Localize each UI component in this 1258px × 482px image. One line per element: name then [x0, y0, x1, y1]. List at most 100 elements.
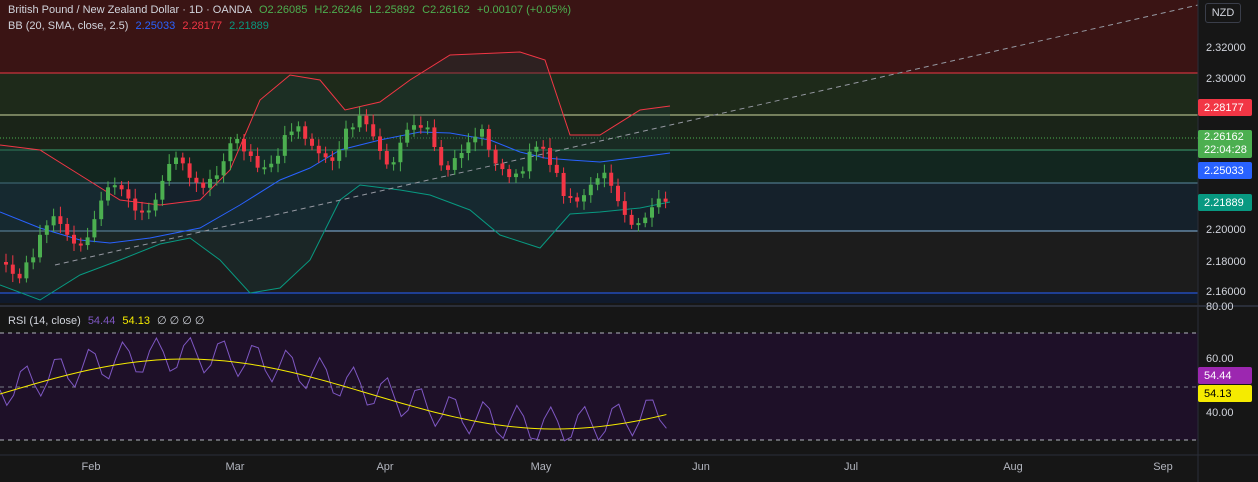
- candle-body: [113, 185, 117, 187]
- rsi-legend[interactable]: RSI (14, close) 54.44 54.13 ∅ ∅ ∅ ∅: [8, 314, 209, 328]
- ohlc-high: H2.26246: [314, 4, 362, 16]
- candle-body: [31, 257, 35, 262]
- candle-body: [133, 199, 137, 211]
- rsi-label: RSI (14, close): [8, 315, 81, 327]
- candle-body: [215, 175, 219, 179]
- candle-body: [4, 262, 8, 265]
- candle-body: [262, 167, 266, 169]
- candle-body: [460, 153, 464, 158]
- candle-body: [364, 116, 368, 124]
- bb-upper-tag: 2.28177: [1198, 99, 1252, 116]
- candle-body: [160, 181, 164, 200]
- candle-body: [630, 215, 634, 225]
- candle-body: [65, 224, 69, 235]
- candle-body: [249, 151, 253, 156]
- candle-body: [208, 179, 212, 188]
- symbol-legend[interactable]: British Pound / New Zealand Dollar · 1D …: [8, 3, 575, 17]
- candle-body: [650, 207, 654, 217]
- candle-body: [296, 126, 300, 131]
- time-label: May: [531, 461, 552, 473]
- candle-body: [140, 211, 144, 213]
- candle-body: [324, 153, 328, 157]
- candle-body: [181, 158, 185, 164]
- price-label: 2.32000: [1206, 42, 1246, 54]
- candle-body: [45, 225, 49, 234]
- time-label: Jul: [844, 461, 858, 473]
- candle-body: [623, 201, 627, 215]
- candle-body: [398, 143, 402, 163]
- price-label: 2.20000: [1206, 224, 1246, 236]
- candle-body: [358, 116, 362, 128]
- bb-legend[interactable]: BB (20, SMA, close, 2.5) 2.25033 2.28177…: [8, 19, 273, 33]
- bb-lower-value: 2.21889: [229, 20, 269, 32]
- candle-body: [426, 127, 430, 129]
- candle-body: [79, 244, 83, 246]
- candle-body: [222, 161, 226, 175]
- candle-body: [72, 235, 76, 244]
- candle-body: [657, 199, 661, 208]
- ohlc-change: +0.00107 (+0.05%): [477, 4, 571, 16]
- candle-body: [534, 147, 538, 152]
- rsi-axis-label: 60.00: [1206, 353, 1234, 365]
- candle-body: [521, 171, 525, 173]
- candle-body: [317, 146, 321, 154]
- candle-body: [290, 132, 294, 136]
- price-label: 2.16000: [1206, 286, 1246, 298]
- candle-body: [446, 165, 450, 170]
- candle-body: [419, 125, 423, 128]
- bb-label: BB (20, SMA, close, 2.5): [8, 20, 128, 32]
- time-label: Sep: [1153, 461, 1173, 473]
- bb-basis-value: 2.25033: [136, 20, 176, 32]
- candle-body: [120, 185, 124, 189]
- ohlc-open: O2.26085: [259, 4, 307, 16]
- rsi-tag: 54.44: [1198, 367, 1252, 384]
- candle-body: [276, 156, 280, 164]
- candle-body: [562, 173, 566, 196]
- candle-body: [371, 124, 375, 136]
- candle-body: [235, 139, 239, 143]
- time-label: Aug: [1003, 461, 1023, 473]
- candle-body: [507, 169, 511, 177]
- rsi-ma-tag: 54.13: [1198, 385, 1252, 402]
- candle-body: [92, 219, 96, 237]
- candle-body: [664, 199, 668, 202]
- candle-body: [11, 265, 15, 274]
- rsi-value: 54.44: [88, 315, 116, 327]
- candle-body: [58, 216, 62, 224]
- candle-body: [582, 195, 586, 201]
- candle-body: [548, 148, 552, 165]
- candle-body: [385, 151, 389, 164]
- candle-body: [602, 173, 606, 179]
- last-price: 2.26162: [1204, 131, 1244, 144]
- bb-upper-value: 2.28177: [182, 20, 222, 32]
- rsi-ma-value: 54.13: [122, 315, 150, 327]
- candle-body: [351, 127, 355, 129]
- candle-body: [310, 139, 314, 146]
- candle-body: [596, 178, 600, 184]
- candle-body: [392, 162, 396, 164]
- rsi-extra-values: ∅ ∅ ∅ ∅: [157, 315, 205, 327]
- candle-body: [86, 237, 90, 245]
- candle-body: [194, 178, 198, 183]
- time-label: Apr: [376, 461, 393, 473]
- candle-body: [494, 150, 498, 164]
- candle-body: [201, 183, 205, 188]
- time-label: Feb: [82, 461, 101, 473]
- candle-body: [147, 210, 151, 212]
- candle-body: [466, 142, 470, 153]
- bb-basis-tag: 2.25033: [1198, 162, 1252, 179]
- candle-body: [487, 129, 491, 150]
- candle-body: [439, 147, 443, 165]
- candle-body: [432, 127, 436, 147]
- candle-body: [344, 129, 348, 150]
- bb-lower-tag: 2.21889: [1198, 194, 1252, 211]
- candle-body: [412, 125, 416, 130]
- candle-body: [616, 186, 620, 201]
- candle-body: [541, 147, 545, 149]
- candle-body: [154, 200, 158, 211]
- candle-body: [643, 218, 647, 223]
- candle-body: [24, 262, 28, 278]
- candle-body: [568, 196, 572, 198]
- currency-button[interactable]: NZD: [1205, 3, 1241, 23]
